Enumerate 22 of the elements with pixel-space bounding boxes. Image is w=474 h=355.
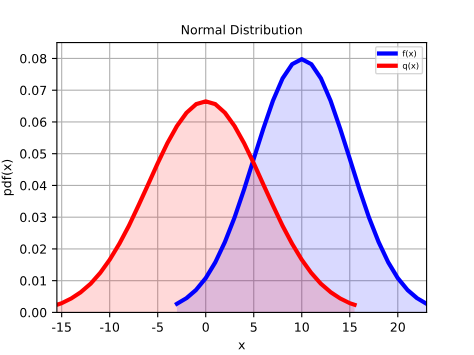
y-tick-label: 0.01 [20, 276, 46, 286]
x-tick-label: 5 [250, 322, 257, 332]
y-tick-label: 0.02 [20, 244, 46, 254]
y-tick-label: 0.06 [20, 117, 46, 127]
x-tick-label: 15 [343, 322, 357, 332]
y-tick-label: 0.07 [20, 86, 46, 96]
x-tick-label: -10 [100, 322, 120, 332]
y-tick-label: 0.00 [20, 308, 46, 318]
y-tick-label: 0.03 [20, 212, 46, 222]
legend-label: q(x) [402, 62, 418, 70]
y-tick-label: 0.05 [20, 149, 46, 159]
legend-label: f(x) [402, 50, 416, 58]
x-tick-label: -15 [52, 322, 71, 332]
x-tick-label: -5 [152, 322, 163, 332]
x-tick-label: 0 [202, 322, 209, 332]
chart-title: Normal Distribution [182, 24, 302, 34]
y-axis-title: pdf(x) [2, 160, 14, 196]
x-tick-label: 20 [390, 322, 405, 332]
x-tick-label: 10 [295, 322, 309, 332]
y-tick-label: 0.08 [20, 54, 46, 64]
x-axis-title: x [238, 342, 246, 350]
y-tick-label: 0.04 [20, 180, 46, 190]
